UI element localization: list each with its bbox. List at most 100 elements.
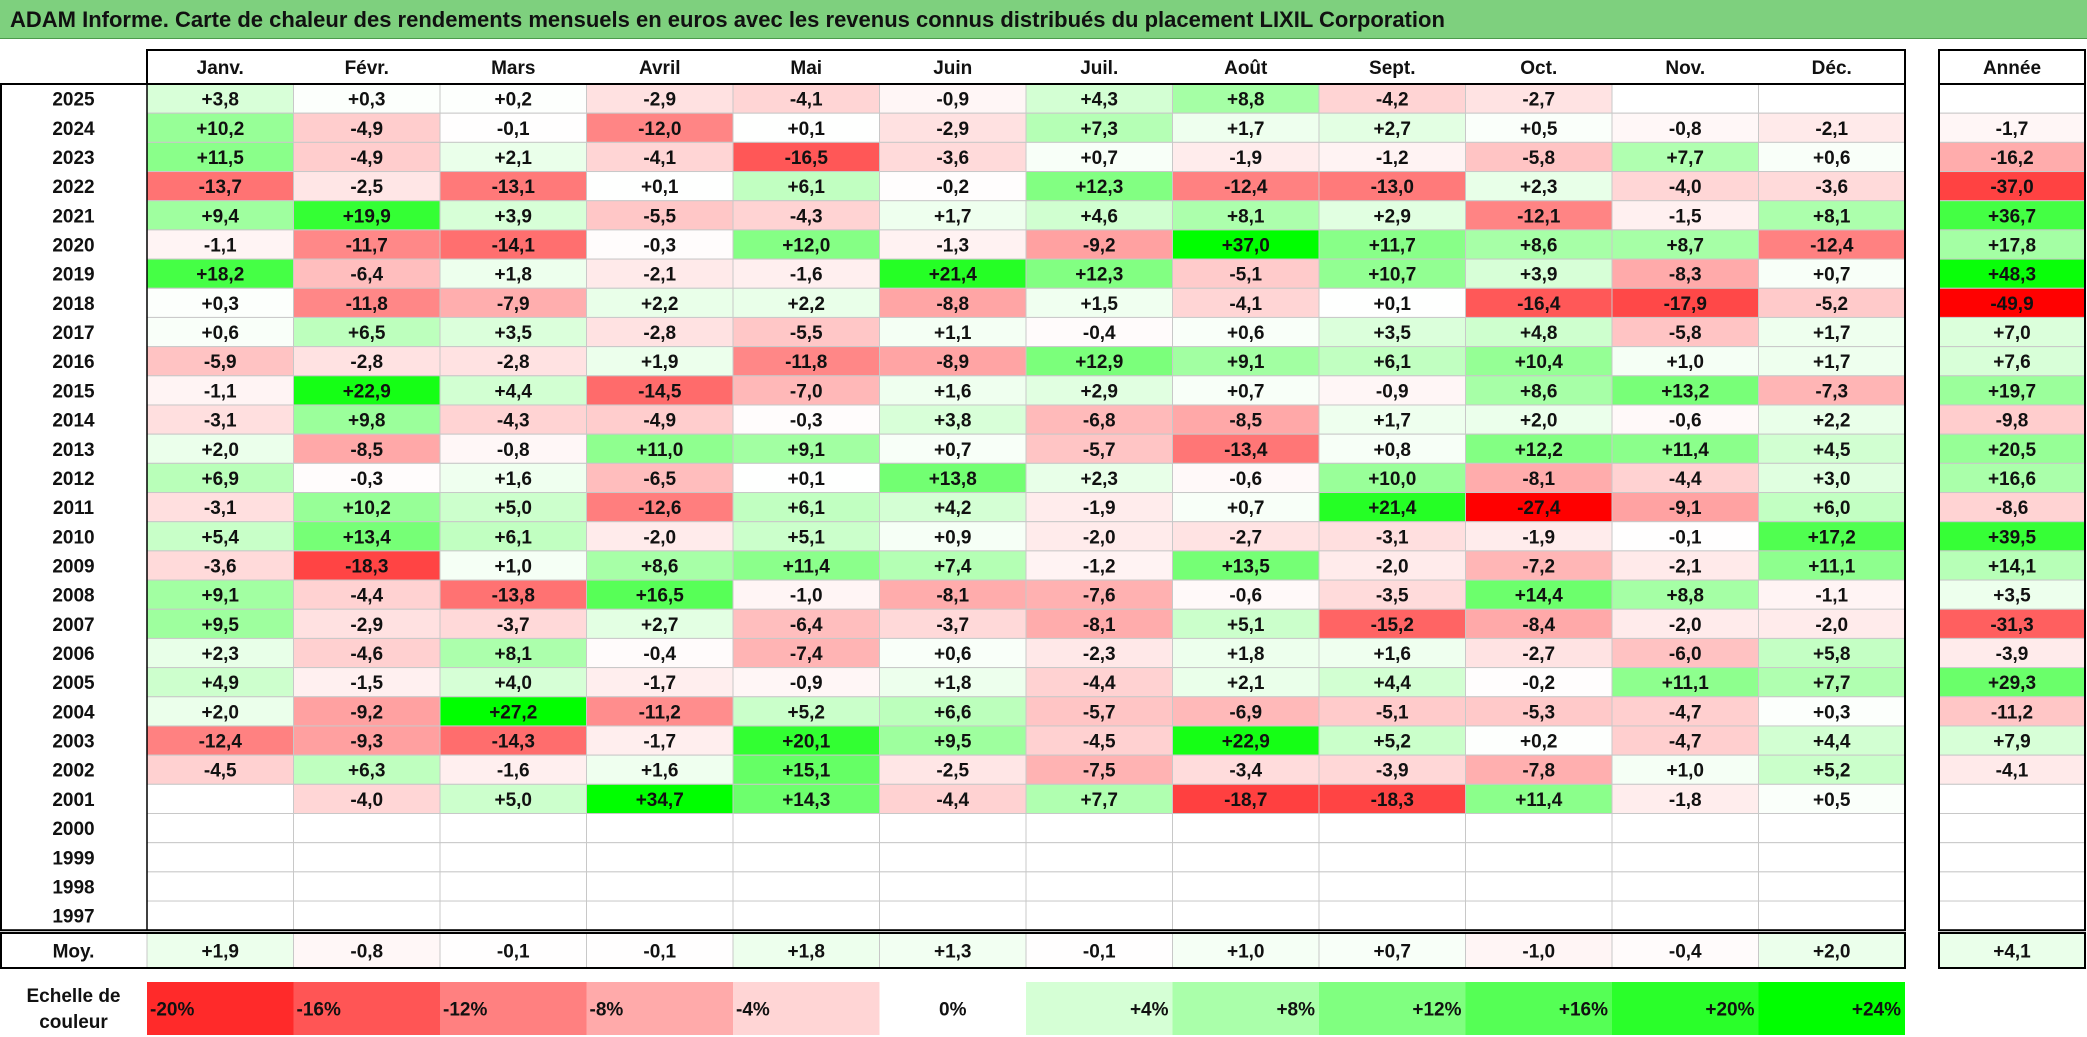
heatmap-cell — [732, 550, 880, 581]
annual-frame — [1938, 83, 2086, 932]
month-header: Sept. — [1369, 58, 1415, 79]
scale-swatch — [293, 982, 440, 1035]
cell-value: -2,0 — [1815, 615, 1848, 636]
cell-value: +0,6 — [934, 644, 972, 665]
cell-value: -12,4 — [199, 732, 243, 753]
heatmap-cell — [1025, 346, 1173, 377]
cell-value: -1,9 — [1522, 527, 1555, 548]
heatmap-cell — [1172, 550, 1320, 581]
heatmap-cell — [1025, 842, 1173, 873]
heatmap-cell — [1465, 900, 1613, 931]
heatmap-cell — [1025, 200, 1173, 231]
heatmap-cell — [732, 608, 880, 639]
heatmap-cell — [1318, 404, 1466, 435]
cell-value: -0,4 — [1083, 323, 1116, 344]
cell-value: +4,6 — [1080, 206, 1118, 227]
cell-value: -11,2 — [639, 702, 681, 723]
cell-value: +12,3 — [1075, 177, 1123, 198]
cell-value: +4,0 — [494, 673, 532, 694]
annual-value: -8,6 — [1996, 498, 2029, 519]
heatmap-cell — [732, 375, 880, 406]
heatmap-cell — [439, 404, 587, 435]
cell-value: -2,5 — [350, 177, 383, 198]
heatmap-cell — [1318, 112, 1466, 143]
cell-value: +10,2 — [196, 119, 244, 140]
cell-value: -0,3 — [643, 235, 676, 256]
heatmap-cell — [293, 404, 441, 435]
cell-value: +3,8 — [201, 90, 239, 111]
heatmap-cell — [1465, 404, 1613, 435]
heatmap-cell — [879, 112, 1027, 143]
cell-value: -7,2 — [1522, 556, 1555, 577]
cell-value: +17,2 — [1808, 527, 1856, 548]
heatmap-cell — [1025, 287, 1173, 318]
heatmap-cell — [879, 871, 1027, 902]
cell-value: -5,3 — [1522, 702, 1555, 723]
heatmap-cell — [293, 813, 441, 844]
cell-value: -3,1 — [1376, 527, 1409, 548]
heatmap-cell — [1758, 579, 1906, 610]
table-frame — [0, 83, 1906, 932]
cell-value: +6,9 — [201, 469, 239, 490]
cell-value: -3,7 — [497, 615, 530, 636]
cell-value: +2,0 — [1520, 411, 1558, 432]
cell-value: -2,1 — [1669, 556, 1702, 577]
heatmap-cell — [1318, 754, 1466, 785]
cell-value: +1,8 — [934, 673, 972, 694]
cell-value: -5,5 — [790, 323, 823, 344]
heatmap-cell — [1465, 316, 1613, 348]
annual-value: +29,3 — [1988, 673, 2036, 694]
heatmap-cell — [1758, 608, 1906, 639]
cell-value: +11,1 — [1808, 556, 1855, 577]
heatmap-cell — [293, 229, 441, 260]
cell-value: -2,0 — [1376, 556, 1409, 577]
average-label: Moy. — [53, 942, 95, 963]
cell-value: +11,7 — [1369, 235, 1416, 256]
cell-value: -5,1 — [1376, 702, 1409, 723]
annual-cell — [1938, 171, 2086, 202]
heatmap-cell — [1318, 813, 1466, 844]
heatmap-cell — [732, 316, 880, 348]
cell-value: -5,9 — [204, 352, 237, 373]
annual-value: -49,9 — [1990, 294, 2033, 315]
annual-value: -31,3 — [1990, 615, 2033, 636]
cell-value: +12,2 — [1515, 440, 1563, 461]
average-cell — [879, 932, 1027, 969]
cell-value: +7,7 — [1813, 673, 1851, 694]
annual-cell — [1938, 900, 2086, 931]
heatmap-cell — [439, 725, 587, 756]
cell-value: +5,8 — [1813, 644, 1851, 665]
heatmap-cell — [879, 813, 1027, 844]
heatmap-cell — [1758, 287, 1906, 318]
heatmap-cell — [439, 83, 587, 114]
cell-value: +10,4 — [1515, 352, 1564, 373]
heatmap-cell — [732, 521, 880, 552]
cell-value: -2,7 — [1229, 527, 1262, 548]
annual-cell — [1938, 754, 2086, 785]
heatmap-cell — [1611, 112, 1759, 143]
heatmap-cell — [586, 258, 734, 289]
cell-value: +1,0 — [1666, 352, 1704, 373]
cell-value: +4,4 — [1813, 732, 1851, 753]
cell-value: +4,4 — [494, 381, 532, 402]
heatmap-cell — [1465, 83, 1613, 114]
heatmap-cell — [1172, 900, 1320, 931]
heatmap-cell — [732, 171, 880, 202]
cell-value: -5,2 — [1815, 294, 1848, 315]
cell-value: +19,9 — [343, 206, 391, 227]
cell-value: -7,4 — [790, 644, 823, 665]
heatmap-cell — [1172, 375, 1320, 406]
heatmap-cell — [732, 433, 880, 464]
heatmap-cell — [1025, 754, 1173, 785]
heatmap-cell — [732, 112, 880, 143]
cell-value: +8,6 — [1520, 381, 1558, 402]
month-header: Déc. — [1812, 58, 1852, 79]
heatmap-cell — [1611, 200, 1759, 231]
heatmap-cell — [879, 637, 1027, 669]
average-cell — [439, 932, 587, 969]
cell-value: +2,2 — [641, 294, 679, 315]
cell-value: -3,5 — [1376, 586, 1409, 607]
cell-value: +9,5 — [934, 732, 972, 753]
year-label: 2000 — [52, 819, 94, 840]
heatmap-cell — [146, 112, 294, 143]
